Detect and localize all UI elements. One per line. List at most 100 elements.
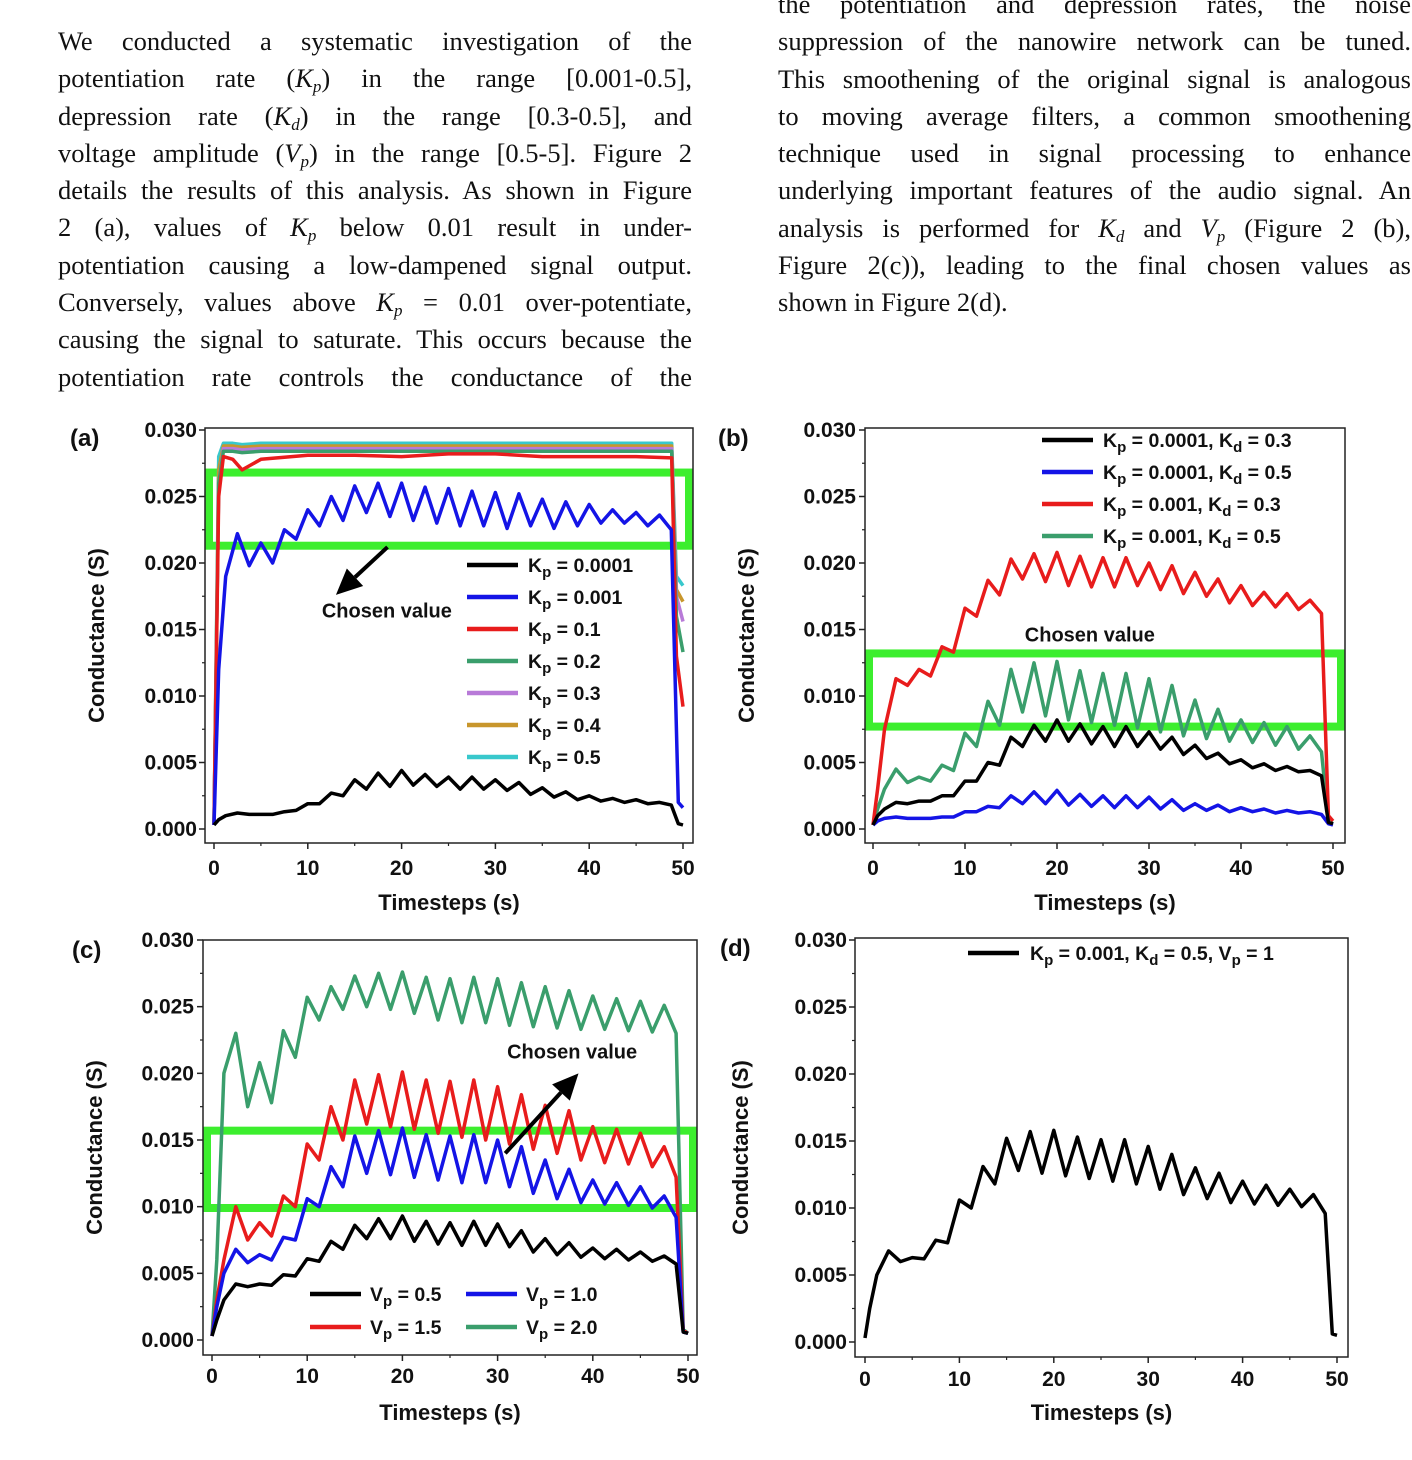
y-tick-label: 0.015: [141, 1129, 194, 1152]
text-segment: below 0.01 result in under-: [316, 212, 692, 243]
label-part: = 2.0: [548, 1317, 597, 1339]
label-part: = 1.0: [548, 1284, 597, 1306]
label-part: = 0.0001, K: [1126, 462, 1233, 484]
text-segment: (Figure 2 (b),: [1225, 212, 1411, 243]
label-part: K: [1030, 943, 1044, 965]
x-axis-title: Timesteps (s): [1031, 1400, 1172, 1425]
label-part: = 0.001, K: [1126, 494, 1222, 516]
text-segment: technique used in signal processing to e…: [778, 138, 1411, 169]
x-tick-label: 0: [208, 857, 220, 880]
plot-frame: [864, 427, 1346, 844]
label-part: K: [1103, 526, 1117, 548]
series-line-0: [210, 1214, 689, 1337]
label-part: V: [526, 1317, 539, 1339]
chart-panel-a: 0.000 0.005 0.010 0.015 0.020 0.025 0.030 0 10 20…: [70, 419, 695, 915]
y-tick-label: 0.020: [144, 552, 197, 575]
subscript: p: [542, 564, 551, 581]
y-axis-title: Conductance (S): [728, 1060, 753, 1235]
chosen-value-highlight: [203, 1126, 697, 1212]
y-tick-label: 0.005: [794, 1264, 847, 1287]
x-tick-label: 50: [671, 857, 694, 880]
y-tick-label: 0.015: [144, 619, 197, 642]
label-part: = 0.5: [392, 1284, 441, 1306]
subscript: p: [1232, 952, 1241, 969]
label-part: = 0.2: [551, 651, 600, 673]
legend-label: Kp = 0.2: [528, 651, 601, 677]
y-tick-label: 0.000: [144, 818, 197, 841]
text-segment: potentiation rate (: [58, 63, 296, 94]
y-tick-label: 0.000: [803, 818, 856, 841]
math-symbol: Vp: [1200, 212, 1226, 246]
text-line: technique used in signal processing to e…: [778, 135, 1411, 172]
legend-label: Vp = 0.5: [370, 1284, 442, 1310]
text-segment: suppression of the nanowire network can …: [778, 26, 1411, 57]
subscript: d: [1222, 503, 1231, 520]
y-tick-label: 0.015: [794, 1130, 847, 1153]
subscript: p: [542, 596, 551, 613]
subscript: p: [542, 628, 551, 645]
series-line-1: [871, 788, 1334, 827]
series-line-2: [210, 1070, 689, 1337]
series-line-1: [212, 481, 685, 826]
text-segment: details the results of this analysis. As…: [58, 175, 692, 206]
x-tick-label: 0: [867, 857, 879, 880]
subscript: p: [542, 756, 551, 773]
y-tick-label: 0.025: [144, 486, 197, 509]
label-part: K: [528, 715, 542, 737]
legend: Kp = 0.001, Kd = 0.5, Vp = 1: [968, 943, 1274, 969]
x-tick-label: 10: [296, 857, 319, 880]
panel-label: (c): [72, 937, 101, 964]
y-tick-label: 0.010: [144, 685, 197, 708]
label-part: = 1: [1241, 943, 1274, 965]
legend-label: Kp = 0.5: [528, 747, 601, 773]
text-line: analysis is performed for Kd and Vp (Fig…: [778, 210, 1411, 247]
text-line: depression rate (Kd) in the range [0.3-0…: [58, 98, 692, 135]
y-tick-label: 0.010: [794, 1197, 847, 1220]
y-tick-label: 0.030: [794, 929, 847, 952]
y-tick-label: 0.005: [144, 752, 197, 775]
x-axis-title: Timesteps (s): [1034, 890, 1175, 915]
text-line: shown in Figure 2(d).: [778, 284, 1411, 321]
text-segment: underlying important features of the aud…: [778, 175, 1411, 206]
y-tick-label: 0.000: [794, 1331, 847, 1354]
x-tick-label: 20: [390, 857, 413, 880]
subscript: d: [1233, 439, 1242, 456]
y-tick-label: 0.010: [141, 1196, 194, 1219]
legend-label: Kp = 0.0001, Kd = 0.5: [1103, 462, 1292, 488]
text-line: Figure 2(c)), leading to the final chose…: [778, 247, 1411, 284]
y-tick-label: 0.030: [803, 419, 856, 442]
text-segment: and: [1124, 212, 1201, 243]
chart-panel-d: 0.000 0.005 0.010 0.015 0.020 0.025 0.030 0 10 20…: [720, 929, 1349, 1425]
text-segment: shown in Figure 2(d).: [778, 287, 1008, 318]
x-tick-label: 20: [1042, 1368, 1065, 1391]
series-line-2: [212, 452, 685, 826]
x-tick-label: 10: [296, 1365, 319, 1388]
y-tick-label: 0.005: [141, 1262, 194, 1285]
label-part: = 0.001: [551, 587, 622, 609]
y-tick-label: 0.025: [141, 996, 194, 1019]
label-part: = 0.5: [551, 747, 600, 769]
label-part: = 0.001, K: [1126, 526, 1222, 548]
label-part: K: [528, 587, 542, 609]
annotation-label: Chosen value: [1025, 624, 1155, 646]
x-tick-label: 40: [1229, 857, 1252, 880]
legend-label: Kp = 0.001, Kd = 0.5: [1103, 526, 1281, 552]
text-segment: Conversely, values above: [58, 287, 377, 318]
x-tick-label: 30: [486, 1365, 509, 1388]
legend-label: Kp = 0.1: [528, 619, 601, 645]
label-part: = 0.3: [551, 683, 600, 705]
text-segment: ) in the range [0.001-0.5],: [321, 63, 692, 94]
math-symbol: Vp: [284, 137, 309, 171]
label-part: = 1.5: [392, 1317, 441, 1339]
series-line-1: [210, 1126, 689, 1337]
chart-panel-b: 0.000 0.005 0.010 0.015 0.020 0.025 0.030 0 10 20…: [718, 419, 1346, 915]
text-segment: the potentiation and depression rates, t…: [778, 0, 1411, 19]
x-tick-label: 20: [1045, 857, 1068, 880]
legend-label: Kp = 0.001, Kd = 0.3: [1103, 494, 1281, 520]
x-tick-label: 0: [206, 1365, 218, 1388]
series-line-2: [871, 550, 1335, 826]
y-tick-label: 0.020: [803, 552, 856, 575]
text-segment: 2 (a), values of: [58, 212, 291, 243]
text-segment: causing the signal to saturate. This occ…: [58, 324, 692, 355]
